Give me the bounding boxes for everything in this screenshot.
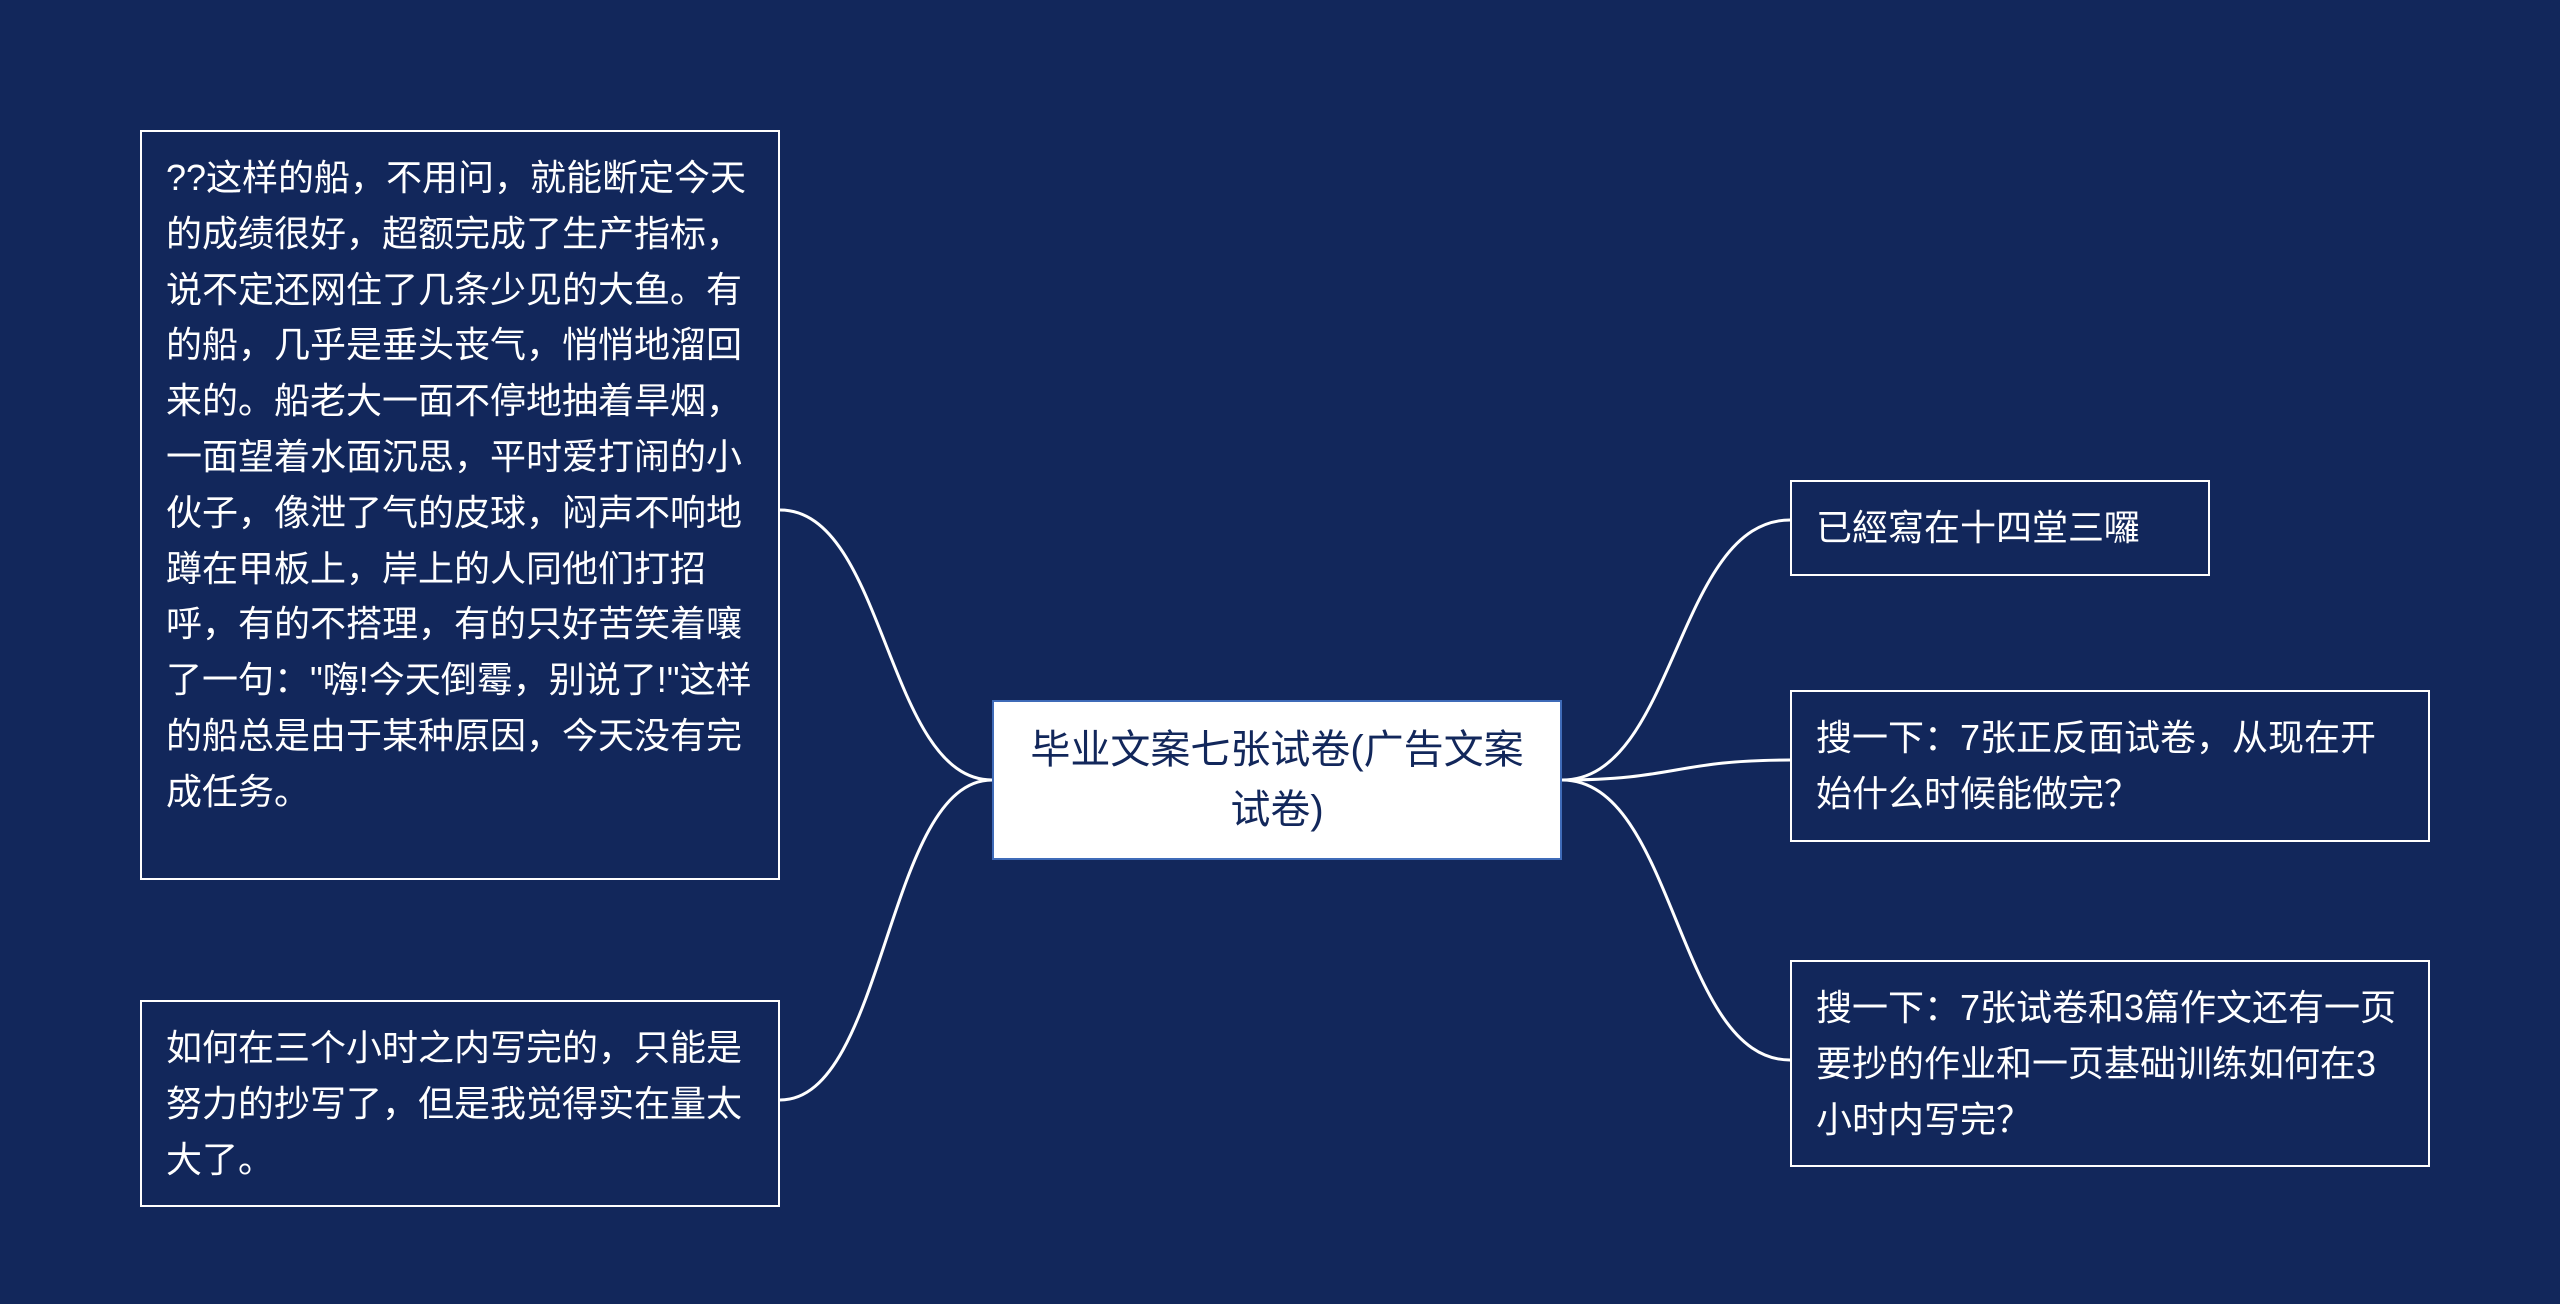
connector bbox=[1562, 780, 1790, 1060]
branch-node-left-2: 如何在三个小时之内写完的，只能是努力的抄写了，但是我觉得实在量太大了。 bbox=[140, 1000, 780, 1207]
branch-node-left-1: ??这样的船，不用问，就能断定今天的成绩很好，超额完成了生产指标，说不定还网住了… bbox=[140, 130, 780, 880]
branch-node-right-2: 搜一下：7张正反面试卷，从现在开始什么时候能做完？ bbox=[1790, 690, 2430, 842]
branch-node-right-3: 搜一下：7张试卷和3篇作文还有一页要抄的作业和一页基础训练如何在3小时内写完？ bbox=[1790, 960, 2430, 1167]
mindmap-canvas: 毕业文案七张试卷(广告文案试卷) ??这样的船，不用问，就能断定今天的成绩很好，超… bbox=[0, 0, 2560, 1304]
connector bbox=[1562, 520, 1790, 780]
branch-node-right-1: 已經寫在十四堂三囉 bbox=[1790, 480, 2210, 576]
connector bbox=[780, 780, 992, 1100]
connector bbox=[780, 510, 992, 780]
center-node: 毕业文案七张试卷(广告文案试卷) bbox=[992, 700, 1562, 860]
connector bbox=[1562, 760, 1790, 780]
